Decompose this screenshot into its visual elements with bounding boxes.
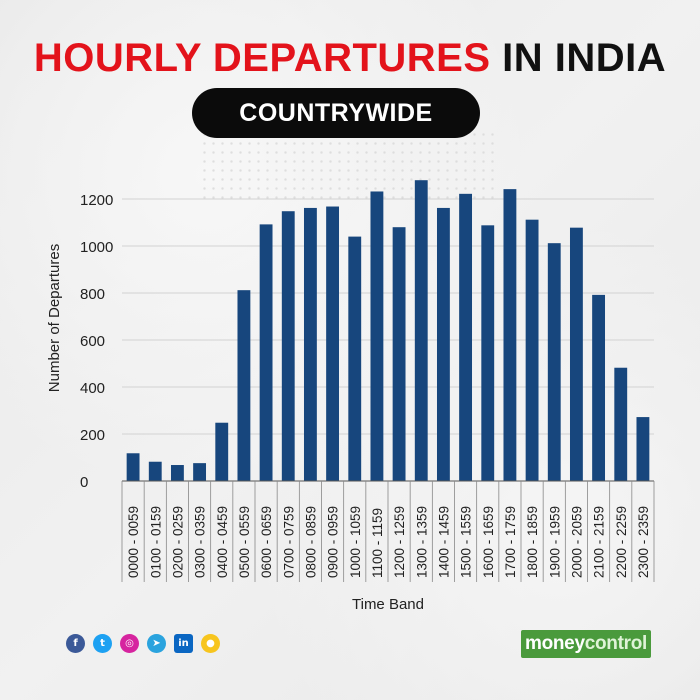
x-tick-label: 1900 - 1959 — [547, 506, 562, 578]
x-axis-title: Time Band — [352, 596, 424, 613]
x-tick-label: 2200 - 2259 — [614, 506, 629, 578]
bar — [259, 224, 273, 481]
y-tick-label: 200 — [80, 427, 105, 444]
x-tick-label: 1700 - 1759 — [503, 506, 518, 578]
x-tick-label: 0200 - 0259 — [170, 506, 185, 578]
y-tick-label: 600 — [80, 333, 105, 350]
y-tick-label: 1000 — [80, 239, 113, 256]
y-tick-label: 400 — [80, 380, 105, 397]
bar — [525, 219, 539, 481]
dot-pattern — [200, 130, 500, 200]
bar — [193, 463, 207, 481]
x-tick-label: 1200 - 1259 — [392, 506, 407, 578]
bar — [126, 453, 140, 481]
bar — [459, 193, 473, 481]
x-tick-label: 2000 - 2059 — [569, 506, 584, 578]
x-tick-label: 1000 - 1059 — [348, 506, 363, 578]
bar — [636, 417, 650, 481]
bar — [436, 207, 450, 481]
facebook-icon[interactable]: f — [66, 634, 85, 653]
bar — [348, 236, 362, 481]
koo-icon[interactable]: ● — [201, 634, 220, 653]
x-tick-label: 0400 - 0459 — [215, 506, 230, 578]
x-tick-label: 1100 - 1159 — [370, 508, 385, 578]
x-tick-label: 0700 - 0759 — [281, 506, 296, 578]
bar — [414, 180, 428, 481]
y-tick-label: 0 — [80, 474, 88, 491]
social-icons: f t ◎ ➤ in ● — [66, 634, 220, 653]
x-tick-label: 0300 - 0359 — [193, 506, 208, 578]
bar — [547, 243, 561, 481]
telegram-icon[interactable]: ➤ — [147, 634, 166, 653]
bar — [170, 465, 184, 481]
x-tick-label: 0100 - 0159 — [148, 506, 163, 578]
bar — [326, 206, 340, 481]
bar — [148, 461, 162, 481]
bar — [370, 191, 384, 482]
bar — [614, 367, 628, 481]
instagram-icon[interactable]: ◎ — [120, 634, 139, 653]
x-tick-label: 0900 - 0959 — [326, 506, 341, 578]
x-tick-label: 2300 - 2359 — [636, 506, 651, 578]
logo-text-money: money — [524, 633, 585, 654]
x-tick-label: 0000 - 0059 — [126, 506, 141, 578]
x-tick-label: 0800 - 0859 — [303, 506, 318, 578]
title-red-part: HOURLY DEPARTURES — [33, 36, 491, 80]
logo-text-control: control — [584, 633, 648, 654]
bar — [481, 225, 495, 481]
x-tick-label: 1600 - 1659 — [481, 506, 496, 578]
bar — [592, 294, 606, 481]
page-title: HOURLY DEPARTURES IN INDIA — [0, 36, 700, 81]
y-tick-label: 800 — [80, 286, 105, 303]
x-tick-label: 2100 - 2159 — [592, 506, 607, 578]
y-tick-label: 1200 — [80, 192, 113, 209]
subtitle-pill: COUNTRYWIDE — [192, 88, 480, 138]
bar — [569, 227, 583, 481]
x-tick-label: 0500 - 0559 — [237, 506, 252, 578]
bar — [392, 227, 406, 481]
bar — [503, 189, 517, 481]
x-tick-label: 1300 - 1359 — [414, 506, 429, 578]
moneycontrol-logo[interactable]: moneycontrol — [521, 630, 651, 658]
y-axis-title: Number of Departures — [46, 244, 63, 392]
bar — [303, 207, 317, 481]
x-tick-label: 1400 - 1459 — [436, 506, 451, 578]
x-tick-label: 1800 - 1859 — [525, 506, 540, 578]
bar — [281, 211, 295, 481]
linkedin-icon[interactable]: in — [174, 634, 193, 653]
twitter-icon[interactable]: t — [93, 634, 112, 653]
x-tick-label: 0600 - 0659 — [259, 506, 274, 578]
bar — [215, 422, 229, 481]
x-tick-label: 1500 - 1559 — [459, 506, 474, 578]
bar — [237, 290, 251, 481]
title-black-part: IN INDIA — [502, 36, 667, 80]
